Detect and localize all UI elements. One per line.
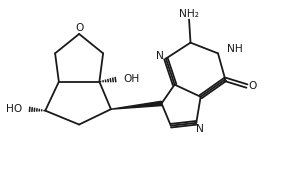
Polygon shape — [111, 101, 162, 109]
Text: O: O — [75, 23, 83, 33]
Text: NH₂: NH₂ — [179, 9, 199, 19]
Text: N: N — [196, 124, 204, 134]
Text: O: O — [248, 81, 256, 91]
Text: N: N — [156, 51, 164, 61]
Text: HO: HO — [6, 104, 22, 114]
Text: NH: NH — [227, 44, 242, 54]
Text: OH: OH — [123, 74, 139, 84]
